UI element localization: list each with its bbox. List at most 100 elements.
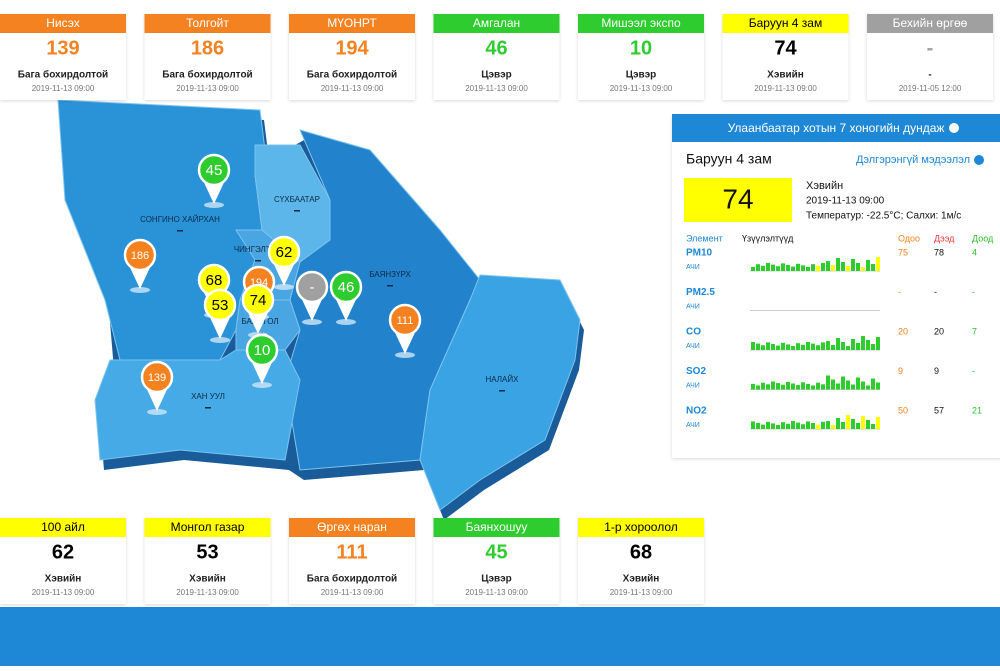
district-songino[interactable] [57, 99, 266, 361]
aqi-status: Хэвийн [623, 574, 660, 585]
map-pin[interactable]: 74 [241, 283, 275, 338]
district-label: НАЛАЙХ [486, 375, 520, 384]
sparkline-bar [806, 421, 810, 429]
station-card[interactable]: МҮОНРТ 194 Бага бохирдолтой 2019-11-13 09:0… [289, 14, 415, 100]
pin-circle [267, 235, 301, 269]
sparkline-bar [761, 265, 765, 271]
aqi-status: Хэвийн [45, 574, 82, 585]
map-pin[interactable]: 45 [197, 153, 231, 208]
aqi-value: - [927, 37, 934, 59]
element-unit: АЧИ [686, 264, 700, 271]
sparkline-bar [796, 263, 800, 271]
sparkline-bar [816, 382, 820, 390]
pin-value: 46 [338, 279, 355, 296]
pin-value: 139 [148, 372, 166, 384]
aqi-date: 2019-11-13 09:00 [806, 196, 885, 207]
district-marker [255, 260, 261, 262]
update-date: 2019-11-05 12:00 [899, 84, 962, 93]
pin-circle [140, 360, 174, 394]
station-card[interactable]: 100 айл 62 Хэвийн 2019-11-13 09:00 [0, 518, 126, 604]
station-name: Баянхошуу [466, 520, 528, 534]
sparkline-bar [761, 345, 765, 350]
station-title: Баруун 4 зам [686, 151, 772, 167]
station-name: Бехийн өргөө [893, 16, 968, 30]
station-card[interactable]: Бехийн өргөө - - 2019-11-05 12:00 [867, 14, 993, 100]
sparkline-bar [866, 420, 870, 429]
station-name: Баруун 4 зам [749, 16, 822, 30]
sparkline-bar [776, 345, 780, 350]
map-pin[interactable]: 46 [329, 270, 363, 325]
element-max: 78 [934, 247, 944, 257]
sparkline-bar [841, 262, 845, 271]
sparkline-bar [801, 424, 805, 429]
map-pin[interactable]: 10 [245, 333, 279, 388]
sparkline-bar [836, 383, 840, 390]
pin-value: 74 [250, 292, 267, 309]
pin-value: 53 [212, 297, 229, 314]
aqi-status: Бага бохирдолтой [18, 69, 108, 81]
pin-shadow [252, 382, 272, 388]
station-card[interactable]: Баянхошуу 45 Цэвэр 2019-11-13 09:00 [433, 518, 560, 604]
sparkline-bar [781, 384, 785, 390]
sparkline-bar [751, 267, 755, 271]
card-header [722, 14, 849, 33]
map-pin[interactable]: - [295, 270, 329, 325]
element-current: 50 [898, 405, 908, 415]
pin-shadow [395, 352, 415, 358]
sparkline-bar [771, 381, 775, 390]
sparkline-bar [776, 383, 780, 390]
district-nalaikh[interactable] [419, 274, 581, 511]
pin-value: - [310, 279, 315, 296]
aqi-value: 68 [630, 541, 652, 563]
aqi-value: 194 [335, 37, 369, 59]
sparkline-bar [766, 421, 770, 429]
map-pin[interactable]: 111 [388, 303, 422, 358]
sparkline-bar [841, 376, 845, 390]
card-header [0, 518, 126, 537]
details-link[interactable]: Дэлгэрэнгүй мэдээлэл [856, 154, 970, 166]
sparkline-bar [801, 344, 805, 350]
sparkline-bar [861, 267, 865, 271]
station-card[interactable]: Өргөх наран 111 Бага бохирдолтой 2019-11-13… [289, 518, 415, 604]
map-pin[interactable]: 53 [203, 288, 237, 343]
footer-bar [0, 607, 1000, 666]
station-card[interactable]: 1-р хороолол 68 Хэвийн 2019-11-13 09:00 [578, 518, 704, 604]
sparkline-bar [816, 345, 820, 350]
sparkline-bar [851, 384, 855, 390]
arrow-icon [949, 123, 959, 133]
station-card[interactable]: Нисэх 139 Бага бохирдолтой 2019-11-13 09:00 [0, 14, 126, 100]
station-name: Монгол газар [171, 520, 245, 534]
aqi-value: 62 [52, 541, 74, 563]
station-card[interactable]: Амгалан 46 Цэвэр 2019-11-13 09:00 [433, 14, 560, 100]
card-header [144, 14, 271, 33]
sparkline-bar [851, 419, 855, 429]
station-card[interactable]: Баруун 4 зам 74 Хэвийн 2019-11-13 09:00 [722, 14, 849, 100]
district-marker [177, 230, 183, 232]
sparkline-bar [826, 421, 830, 429]
station-card[interactable]: Монгол газар 53 Хэвийн 2019-11-13 09:00 [144, 518, 271, 604]
update-date: 2019-11-13 09:00 [321, 588, 384, 597]
station-name: Толгойт [186, 16, 229, 30]
sparkline-bar [876, 337, 880, 350]
map-pin[interactable]: 62 [267, 235, 301, 290]
sparkline-bar [826, 375, 830, 390]
aqi-value: 45 [485, 541, 507, 563]
district-label: СҮХБААТАР [274, 195, 320, 204]
sparkline-bar [791, 421, 795, 429]
element-min: - [972, 287, 975, 297]
sparkline-bar [851, 259, 855, 271]
sparkline-bar [856, 377, 860, 390]
station-card[interactable]: Толгойт 186 Бага бохирдолтой 2019-11-13 09:… [144, 14, 271, 100]
station-card[interactable]: Мишээл экспо 10 Цэвэр 2019-11-13 09:00 [578, 14, 704, 100]
pin-shadow [147, 409, 167, 415]
panel-header[interactable]: Улаанбаатар хотын 7 хоногийн дундаж [728, 121, 945, 135]
panel-header-bg[interactable] [672, 114, 1000, 142]
district-bayanzurkh[interactable] [284, 129, 481, 471]
pin-circle [197, 153, 231, 187]
sparkline-bar [781, 263, 785, 271]
map-pin[interactable]: 186 [123, 238, 157, 293]
pin-shadow [336, 319, 356, 325]
map-pin[interactable]: 139 [140, 360, 174, 415]
sparkline-bar [836, 258, 840, 271]
